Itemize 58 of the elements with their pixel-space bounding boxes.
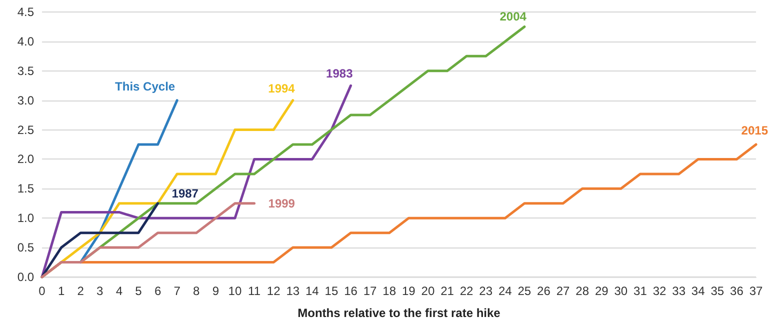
x-tick-label: 6 — [154, 284, 162, 298]
x-tick-label: 31 — [634, 284, 648, 298]
x-axis-title: Months relative to the first rate hike — [298, 306, 501, 320]
x-tick-label: 3 — [96, 284, 104, 298]
x-tick-label: 18 — [382, 284, 396, 298]
x-tick-label: 21 — [440, 284, 454, 298]
series-label: 1987 — [172, 186, 199, 200]
x-tick-label: 17 — [363, 284, 378, 298]
series-label: 1994 — [268, 81, 296, 96]
x-tick-label: 8 — [193, 284, 200, 298]
y-tick-label: 4.5 — [17, 5, 34, 19]
x-tick-label: 32 — [652, 284, 667, 298]
y-tick-label: 3.5 — [17, 64, 34, 78]
x-tick-label: 36 — [730, 284, 744, 298]
series-label: 2015 — [741, 124, 768, 138]
x-tick-label: 33 — [672, 284, 686, 298]
y-tick-label: 4.0 — [17, 34, 34, 48]
x-tick-label: 34 — [691, 284, 706, 298]
line-series — [40, 202, 256, 278]
x-tick-label: 14 — [305, 284, 320, 298]
x-tick-label: 30 — [614, 284, 628, 298]
line-series — [40, 202, 160, 278]
series-label: This Cycle — [115, 79, 176, 94]
x-tick-label: 22 — [460, 284, 474, 298]
x-tick-label: 4 — [116, 284, 123, 298]
x-tick-label: 1 — [58, 284, 65, 298]
x-tick-label: 12 — [266, 284, 281, 298]
x-tick-label: 5 — [135, 284, 142, 298]
x-tick-label: 37 — [749, 284, 763, 298]
y-tick-label: 3.0 — [17, 93, 34, 108]
x-tick-label: 26 — [537, 284, 551, 298]
x-tick-label: 29 — [594, 284, 609, 298]
x-tick-label: 0 — [38, 284, 46, 298]
series-label: 2004 — [500, 10, 527, 24]
x-tick-label: 13 — [286, 284, 300, 298]
x-tick-label: 10 — [228, 284, 242, 298]
y-tick-label: 2.0 — [17, 152, 34, 166]
y-tick-label: 0.5 — [17, 240, 34, 255]
x-tick-label: 35 — [710, 284, 724, 298]
y-tick-label: 0.0 — [17, 270, 34, 284]
x-tick-label: 11 — [248, 284, 261, 298]
x-tick-label: 23 — [479, 284, 493, 298]
x-tick-label: 27 — [556, 284, 570, 298]
x-tick-label: 25 — [518, 284, 532, 298]
x-tick-label: 7 — [174, 284, 181, 298]
x-tick-label: 28 — [576, 284, 590, 298]
y-tick-label: 1.5 — [17, 182, 34, 196]
x-tick-label: 9 — [212, 284, 220, 298]
x-tick-label: 19 — [402, 284, 416, 298]
x-tick-label: 2 — [77, 284, 84, 298]
series-label: 1999 — [268, 196, 296, 210]
x-tick-label: 15 — [324, 284, 338, 298]
x-tick-label: 20 — [421, 284, 435, 298]
y-tick-label: 2.5 — [17, 122, 34, 137]
x-tick-label: 16 — [344, 284, 358, 298]
x-tick-label: 24 — [498, 284, 512, 298]
y-tick-label: 1.0 — [17, 211, 34, 226]
series-label: 1983 — [326, 66, 354, 81]
